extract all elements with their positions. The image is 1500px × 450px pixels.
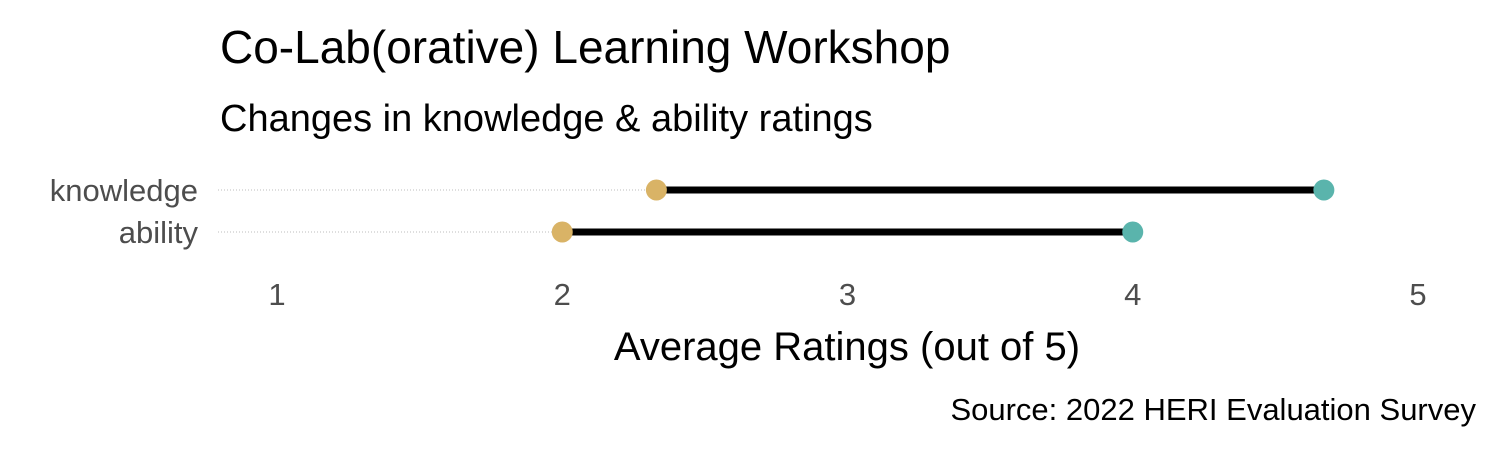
x-tick-label: 1	[268, 277, 285, 312]
x-tick-label: 5	[1409, 277, 1426, 312]
category-label: knowledge	[50, 173, 198, 208]
x-axis-title: Average Ratings (out of 5)	[614, 325, 1080, 369]
x-tick-label: 2	[554, 277, 571, 312]
x-axis-ticks: 1 2 3 4 5	[268, 277, 1426, 312]
start-point	[645, 179, 667, 201]
end-point	[1122, 221, 1144, 243]
chart-subtitle: Changes in knowledge & ability ratings	[220, 98, 873, 140]
start-point	[551, 221, 573, 243]
chart-title: Co-Lab(orative) Learning Workshop	[220, 21, 950, 73]
plot-area: knowledge ability	[50, 173, 1335, 250]
category-label: ability	[119, 215, 199, 250]
chart-caption: Source: 2022 HERI Evaluation Survey	[950, 392, 1476, 427]
x-tick-label: 4	[1124, 277, 1141, 312]
x-tick-label: 3	[839, 277, 856, 312]
end-point	[1313, 179, 1335, 201]
